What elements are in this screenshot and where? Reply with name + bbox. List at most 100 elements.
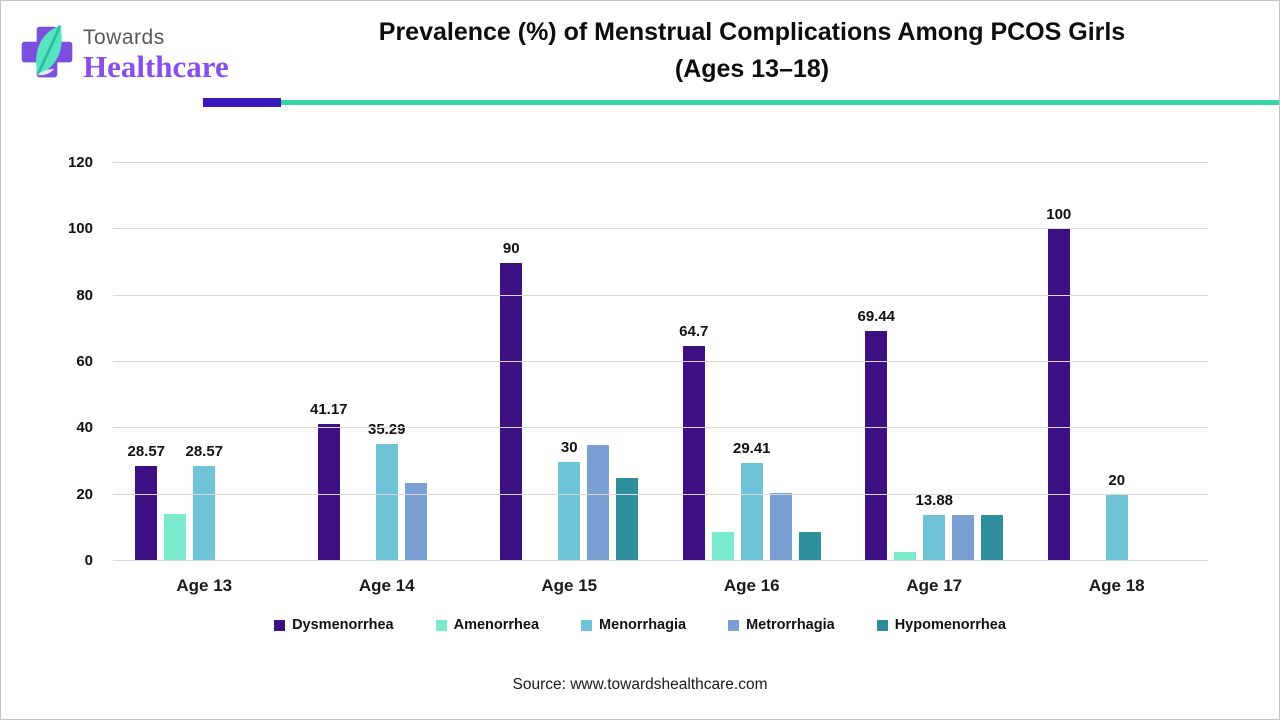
header-divider — [1, 97, 1279, 107]
x-category-label: Age 18 — [1088, 576, 1145, 595]
legend-label: Amenorrhea — [453, 617, 540, 633]
legend-item-amenorrhea: Amenorrhea — [435, 617, 540, 633]
bar-group: 64.7 29.41 — [661, 163, 844, 561]
bar-group: 90 30 — [478, 163, 661, 561]
bar-slot: 30 — [558, 163, 581, 561]
gridline — [113, 427, 1208, 429]
legend-label: Menorrhagia — [599, 617, 687, 633]
bar-value-label: 28.57 — [185, 443, 224, 461]
bar-slot — [587, 163, 610, 561]
bar-slot — [251, 163, 273, 561]
bar-dysmenorrhea — [1047, 229, 1070, 561]
y-tick-label: 60 — [76, 353, 93, 370]
legend-swatch — [876, 619, 888, 631]
bar-dysmenorrhea — [682, 346, 705, 561]
y-axis: 0 20 40 60 80 100 120 — [1, 154, 103, 569]
legend-item-hypomenorrhea: Hypomenorrhea — [876, 617, 1006, 633]
bar-slot — [434, 163, 456, 561]
y-tick-label: 40 — [76, 419, 93, 437]
bar-dysmenorrhea — [865, 330, 888, 561]
bar-slot: 64.7 — [679, 163, 708, 561]
bar-slot: 28.57 — [127, 163, 165, 561]
legend-swatch — [274, 619, 286, 631]
x-axis: Age 13 Age 14 Age 15 Age 16 Age 17 Age 18 — [113, 576, 1208, 596]
bar-slot — [952, 163, 975, 561]
x-category-label: Age 13 — [176, 576, 233, 595]
bar-slot: 35.29 — [368, 163, 406, 561]
y-tick-label: 20 — [76, 485, 93, 503]
bar-menorrhagia — [193, 466, 216, 561]
y-tick-label: 80 — [76, 286, 93, 304]
bar-slot — [769, 163, 792, 561]
gridline — [113, 228, 1208, 230]
bar-slot — [404, 163, 427, 561]
bar-slot — [798, 163, 821, 561]
bar-slot: 28.57 — [185, 163, 223, 561]
bar-menorrhagia — [923, 514, 946, 561]
bar-slot — [1077, 163, 1099, 561]
bar-value-label: 90 — [502, 239, 520, 257]
x-category-label: Age 15 — [541, 576, 598, 595]
source-text: Source: www.towardshealthcare.com — [512, 676, 768, 693]
bar-menorrhagia — [1105, 494, 1128, 561]
bar-slot — [616, 163, 639, 561]
bar-value-label: 28.57 — [127, 443, 166, 461]
legend-label: Hypomenorrhea — [894, 617, 1006, 633]
gridline — [113, 162, 1208, 163]
bar-groups: 28.57 28.57 41.17 35.29 90 30 64.7 29.41 69.44 13… — [113, 163, 1208, 561]
legend-swatch — [581, 619, 593, 631]
bar-amenorrhea — [894, 551, 917, 561]
plot-area: 28.57 28.57 41.17 35.29 90 30 64.7 29.41 69.44 13… — [113, 162, 1208, 561]
legend-swatch — [728, 619, 740, 631]
bar-slot — [347, 163, 369, 561]
bar-value-label: 20 — [1108, 471, 1126, 489]
bar-dysmenorrhea — [500, 262, 523, 561]
gridline — [113, 560, 1208, 561]
bar-slot — [1135, 163, 1157, 561]
brand-healthcare-label: Healthcare — [83, 49, 229, 84]
chart-title-line1: Prevalence (%) of Menstrual Complication… — [378, 18, 1126, 46]
bar-menorrhagia — [558, 461, 581, 561]
bar-slot: 41.17 — [310, 163, 348, 561]
bar-amenorrhea — [164, 513, 187, 561]
legend-item-dysmenorrhea: Dysmenorrhea — [274, 617, 394, 633]
bar-group: 41.17 35.29 — [296, 163, 479, 561]
bar-group: 100 20 — [1026, 163, 1209, 561]
bar-hypomenorrhea — [798, 531, 821, 561]
bar-slot: 100 — [1046, 163, 1072, 561]
x-category-label: Age 16 — [723, 576, 780, 595]
bar-hypomenorrhea — [616, 478, 639, 561]
bar-value-label: 30 — [560, 438, 578, 456]
bar-metrorrhagia — [587, 444, 610, 561]
gridline — [113, 361, 1208, 362]
bar-value-label: 13.88 — [915, 491, 954, 509]
bar-value-label: 100 — [1046, 206, 1072, 224]
bar-slot — [711, 163, 734, 561]
legend-item-metrorrhagia: Metrorrhagia — [728, 617, 835, 633]
bar-slot: 13.88 — [915, 163, 953, 561]
gridline — [113, 493, 1208, 495]
bar-menorrhagia — [740, 463, 763, 561]
bar-slot: 29.41 — [733, 163, 771, 561]
bar-slot — [529, 163, 551, 561]
bar-metrorrhagia — [769, 492, 792, 561]
legend-label: Dysmenorrhea — [292, 617, 394, 633]
brand-towards-label: Towards — [83, 26, 165, 49]
bar-value-label: 64.7 — [679, 323, 709, 341]
x-category-label: Age 17 — [906, 576, 963, 595]
bar-slot: 20 — [1105, 163, 1128, 561]
legend-item-menorrhagia: Menorrhagia — [581, 617, 686, 633]
cross-leaf-icon — [21, 25, 73, 78]
y-tick-label: 120 — [67, 154, 93, 171]
x-category-label: Age 14 — [358, 576, 415, 595]
bar-value-label: 41.17 — [309, 401, 348, 419]
divider-accent-bar — [203, 97, 281, 107]
bar-slot — [222, 163, 244, 561]
chart-title-line2: (Ages 13–18) — [674, 55, 830, 83]
legend-label: Metrorrhagia — [746, 617, 835, 633]
bar-dysmenorrhea — [317, 424, 340, 561]
legend-swatch — [435, 619, 447, 631]
chart-title: Prevalence (%) of Menstrual Complication… — [229, 14, 1275, 88]
bar-value-label: 69.44 — [857, 307, 896, 325]
